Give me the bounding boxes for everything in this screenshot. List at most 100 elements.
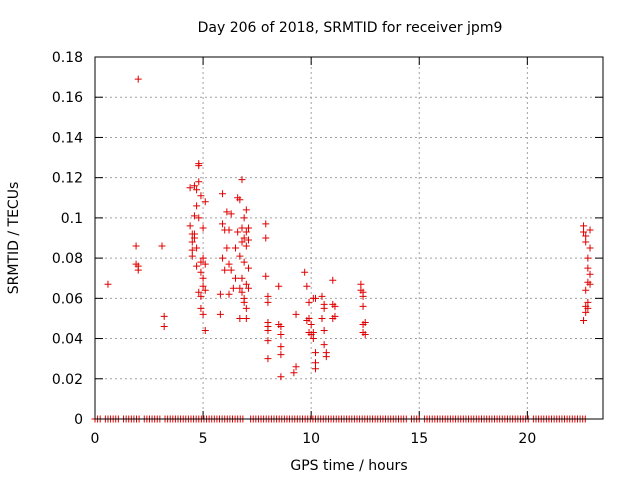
data-point	[275, 282, 283, 290]
data-point	[586, 244, 594, 252]
data-point	[238, 274, 246, 282]
data-point	[197, 304, 205, 312]
data-point	[193, 186, 201, 194]
data-point	[186, 184, 194, 192]
data-point	[357, 280, 365, 288]
data-point	[197, 192, 205, 200]
y-tick-label: 0.14	[52, 130, 83, 146]
y-tick-label: 0.1	[61, 211, 83, 227]
data-point	[188, 252, 196, 260]
data-point	[580, 228, 588, 236]
data-point	[264, 298, 272, 306]
data-point	[197, 268, 205, 276]
data-point	[305, 298, 313, 306]
data-point	[201, 327, 209, 335]
data-point	[199, 282, 207, 290]
data-point	[320, 341, 328, 349]
data-point	[160, 312, 168, 320]
data-point	[219, 254, 227, 262]
data-point	[240, 234, 248, 242]
x-tick-label: 10	[302, 431, 320, 447]
data-point	[301, 268, 309, 276]
data-point	[331, 302, 339, 310]
data-point	[311, 349, 319, 357]
data-point	[307, 320, 315, 328]
y-tick-label: 0.08	[52, 251, 83, 267]
data-point	[305, 314, 313, 322]
data-point	[242, 280, 250, 288]
data-point	[582, 286, 590, 294]
data-point	[193, 262, 201, 270]
data-point	[264, 292, 272, 300]
data-point	[242, 242, 250, 250]
data-point	[132, 242, 140, 250]
data-point	[361, 318, 369, 326]
chart-title: Day 206 of 2018, SRMTID for receiver jpm…	[198, 20, 503, 36]
data-point	[195, 288, 203, 296]
data-point	[303, 282, 311, 290]
x-tick-label: 20	[518, 431, 536, 447]
data-point	[195, 214, 203, 222]
data-point	[244, 284, 252, 292]
data-point	[584, 298, 592, 306]
data-point	[160, 322, 168, 330]
data-point	[292, 363, 300, 371]
data-point	[201, 260, 209, 268]
x-tick-label: 15	[410, 431, 428, 447]
data-point	[309, 335, 317, 343]
data-point	[311, 294, 319, 302]
data-point	[292, 310, 300, 318]
x-axis-label: GPS time / hours	[290, 458, 407, 474]
data-point	[582, 238, 590, 246]
data-point	[311, 365, 319, 373]
data-point	[134, 75, 142, 83]
data-point	[216, 290, 224, 298]
data-point	[242, 228, 250, 236]
data-point	[216, 310, 224, 318]
data-point	[190, 212, 198, 220]
data-point	[238, 224, 246, 232]
data-point	[134, 266, 142, 274]
data-point	[582, 232, 590, 240]
data-point	[186, 222, 194, 230]
data-point	[104, 280, 112, 288]
data-point	[232, 244, 240, 252]
y-tick-label: 0.18	[52, 50, 83, 66]
y-axis-label: SRMTID / TECUs	[6, 182, 22, 295]
data-point	[582, 308, 590, 316]
y-tick-label: 0	[74, 412, 83, 428]
data-point	[580, 316, 588, 324]
data-point	[242, 304, 250, 312]
data-point	[219, 190, 227, 198]
data-point	[584, 264, 592, 272]
data-point	[236, 314, 244, 322]
data-point	[264, 327, 272, 335]
y-tick-label: 0.12	[52, 171, 83, 187]
data-point	[318, 292, 326, 300]
data-point	[584, 304, 592, 312]
y-tick-labels: 0 0.02 0.04 0.06 0.08 0.1 0.12 0.14 0.16 0.18	[52, 50, 83, 428]
axis-ticks	[94, 56, 603, 420]
y-tick-label: 0.04	[52, 332, 83, 348]
data-point	[586, 226, 594, 234]
x-tick-labels: 0 5 10 15 20	[91, 431, 537, 447]
data-point	[277, 331, 285, 339]
data-point	[236, 252, 244, 260]
data-point	[359, 292, 367, 300]
data-point	[311, 359, 319, 367]
data-point	[227, 266, 235, 274]
y-tick-label: 0.02	[52, 372, 83, 388]
data-point	[199, 254, 207, 262]
data-point	[242, 206, 250, 214]
data-point	[240, 214, 248, 222]
data-point	[236, 196, 244, 204]
data-point	[225, 260, 233, 268]
data-point	[240, 258, 248, 266]
data-point	[244, 264, 252, 272]
data-point	[195, 178, 203, 186]
data-point	[227, 210, 235, 218]
data-point	[320, 327, 328, 335]
data-point	[586, 280, 594, 288]
data-point	[193, 202, 201, 210]
